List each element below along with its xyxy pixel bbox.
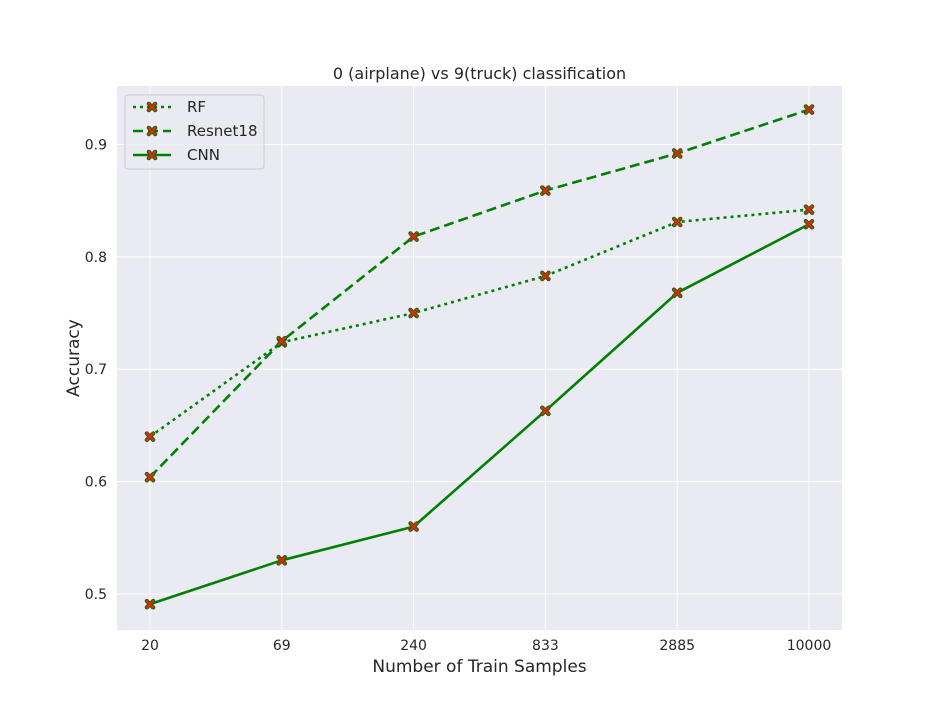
data-point — [671, 148, 683, 159]
legend-label: RF — [187, 98, 206, 116]
data-point — [408, 521, 419, 532]
y-tick-label: 0.9 — [85, 137, 107, 153]
x-tick-label: 833 — [532, 638, 559, 654]
data-point — [671, 216, 683, 228]
data-point — [671, 287, 683, 299]
series-resnet18 — [144, 104, 815, 483]
data-point — [540, 185, 551, 196]
legend-item: RF — [133, 98, 206, 116]
y-tick-label: 0.8 — [85, 250, 107, 266]
data-point — [408, 231, 419, 242]
series-rf — [144, 204, 815, 442]
x-tick-label: 2885 — [659, 638, 695, 654]
x-tick-label: 240 — [400, 638, 427, 654]
chart-title: 0 (airplane) vs 9(truck) classification — [333, 64, 626, 83]
legend: RF Resnet18 CNN — [124, 94, 265, 170]
series-cnn — [144, 218, 815, 610]
legend-label: CNN — [187, 146, 220, 164]
y-tick-label: 0.7 — [85, 362, 107, 378]
grid — [117, 86, 842, 630]
data-point — [803, 104, 815, 115]
x-tick-label: 69 — [273, 638, 291, 654]
legend-marker — [146, 149, 158, 161]
data-point — [803, 204, 815, 215]
plot-area — [117, 86, 842, 630]
data-point — [803, 218, 815, 230]
legend-marker — [146, 125, 158, 137]
y-tick-label: 0.5 — [85, 587, 107, 603]
legend-marker — [146, 101, 158, 113]
data-point — [408, 307, 419, 319]
legend-item: Resnet18 — [133, 122, 258, 140]
data-point — [540, 270, 551, 282]
y-axis-title: Accuracy — [64, 319, 84, 397]
series-line — [149, 223, 810, 606]
y-tick-label: 0.6 — [85, 475, 107, 491]
ticks: 20 69 240 833 2885 10000 0.5 0.6 0.7 0.8 0.9 — [85, 137, 832, 654]
legend-item: CNN — [133, 146, 220, 164]
x-axis-title: Number of Train Samples — [372, 657, 586, 677]
data-point — [276, 555, 288, 566]
x-tick-label: 10000 — [787, 638, 832, 654]
data-point — [144, 598, 156, 610]
data-point — [276, 335, 288, 347]
series-line — [149, 108, 810, 479]
data-point — [540, 405, 551, 417]
series-layer — [144, 104, 815, 610]
series-line — [149, 208, 810, 438]
data-point — [144, 471, 156, 483]
data-point — [144, 431, 156, 442]
legend-label: Resnet18 — [187, 122, 258, 140]
x-tick-label: 20 — [141, 638, 159, 654]
legend-box — [124, 94, 265, 170]
